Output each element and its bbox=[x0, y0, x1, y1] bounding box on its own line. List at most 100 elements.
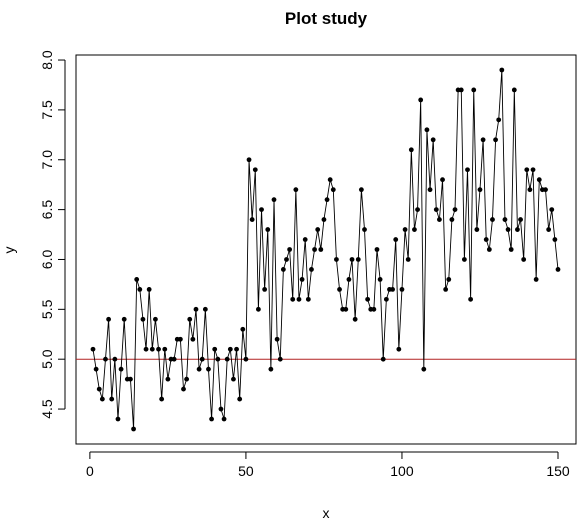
data-point bbox=[265, 227, 271, 232]
data-point bbox=[221, 416, 227, 422]
data-point bbox=[109, 396, 115, 402]
data-point bbox=[408, 147, 414, 153]
data-point bbox=[396, 346, 402, 352]
data-point bbox=[374, 247, 380, 252]
data-point bbox=[518, 217, 523, 222]
data-point bbox=[262, 286, 268, 292]
data-point bbox=[543, 187, 548, 193]
y-tick-label: 4.5 bbox=[39, 399, 55, 419]
data-point bbox=[199, 356, 205, 362]
x-tick-label: 150 bbox=[546, 463, 570, 479]
data-point bbox=[480, 137, 486, 143]
data-point bbox=[315, 227, 321, 232]
data-point bbox=[405, 257, 411, 262]
data-point bbox=[305, 296, 311, 302]
data-point bbox=[193, 306, 199, 312]
data-point bbox=[424, 127, 430, 133]
x-axis: 0 50 100 150 bbox=[86, 451, 570, 479]
data-point bbox=[437, 217, 442, 222]
data-point bbox=[515, 227, 520, 232]
data-point bbox=[352, 316, 358, 322]
y-tick-label: 7.0 bbox=[39, 150, 55, 170]
data-point bbox=[349, 257, 355, 262]
data-point bbox=[393, 237, 399, 242]
data-point bbox=[430, 137, 436, 143]
data-point bbox=[486, 247, 492, 252]
data-point bbox=[131, 426, 136, 432]
data-point bbox=[508, 247, 514, 252]
data-point bbox=[165, 376, 171, 382]
data-point bbox=[499, 67, 505, 73]
data-point bbox=[490, 217, 495, 222]
data-point bbox=[202, 306, 208, 312]
data-point bbox=[137, 286, 143, 292]
data-point bbox=[243, 356, 249, 362]
y-tick-label: 6.0 bbox=[39, 250, 55, 270]
y-axis: 4.5 5.0 5.5 6.0 6.5 7.0 7.5 8.0 bbox=[39, 50, 66, 419]
data-point bbox=[274, 336, 280, 342]
data-point bbox=[427, 187, 433, 193]
x-axis-label: x bbox=[323, 505, 330, 521]
data-point bbox=[383, 296, 389, 302]
y-tick-label: 8.0 bbox=[39, 50, 55, 70]
data-point bbox=[234, 346, 239, 352]
data-point bbox=[284, 257, 289, 262]
data-point bbox=[527, 187, 533, 193]
data-point bbox=[511, 87, 517, 93]
data-point bbox=[287, 247, 293, 252]
data-point bbox=[471, 87, 477, 93]
data-point bbox=[146, 286, 152, 292]
data-point bbox=[324, 197, 330, 203]
data-point bbox=[318, 247, 324, 252]
data-point bbox=[121, 316, 127, 322]
y-tick-label: 7.5 bbox=[39, 100, 55, 120]
data-point bbox=[524, 167, 530, 173]
y-tick-label: 5.0 bbox=[39, 349, 55, 369]
data-point bbox=[477, 187, 483, 193]
data-point bbox=[159, 396, 165, 402]
data-point bbox=[502, 217, 508, 222]
data-point bbox=[240, 326, 246, 332]
data-point bbox=[103, 356, 108, 362]
data-point bbox=[536, 177, 542, 183]
data-point bbox=[521, 257, 527, 262]
data-point bbox=[337, 286, 342, 292]
data-point bbox=[237, 396, 243, 402]
data-point bbox=[256, 306, 261, 312]
data-point bbox=[293, 187, 299, 193]
x-tick-label: 50 bbox=[238, 463, 254, 479]
data-point bbox=[421, 366, 427, 372]
data-point bbox=[277, 356, 283, 362]
data-point bbox=[343, 306, 349, 312]
data-point bbox=[93, 366, 99, 372]
data-point bbox=[474, 227, 480, 232]
data-point bbox=[215, 356, 221, 362]
data-point bbox=[140, 316, 146, 322]
data-point bbox=[302, 237, 308, 242]
series-line bbox=[92, 69, 559, 430]
data-point bbox=[493, 137, 498, 143]
data-point bbox=[443, 286, 449, 292]
data-point bbox=[231, 376, 236, 382]
data-point bbox=[246, 157, 252, 163]
data-point bbox=[346, 277, 352, 282]
x-tick-label: 0 bbox=[86, 463, 94, 479]
data-point bbox=[412, 227, 417, 232]
data-point bbox=[483, 237, 489, 242]
data-point bbox=[312, 247, 317, 252]
data-point bbox=[309, 267, 314, 272]
data-point bbox=[171, 356, 177, 362]
data-point bbox=[134, 277, 140, 282]
data-point bbox=[330, 187, 336, 193]
data-point bbox=[268, 366, 274, 372]
data-point bbox=[224, 356, 230, 362]
data-point bbox=[209, 416, 214, 422]
data-point bbox=[461, 257, 467, 262]
data-point bbox=[465, 167, 470, 173]
data-point bbox=[212, 346, 218, 352]
data-point bbox=[249, 217, 255, 222]
data-point bbox=[390, 286, 395, 292]
data-point bbox=[377, 277, 383, 282]
data-point bbox=[118, 366, 124, 372]
